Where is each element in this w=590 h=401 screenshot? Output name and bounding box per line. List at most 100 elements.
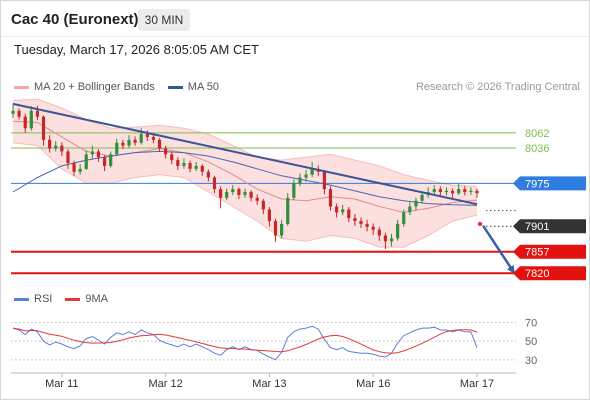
candle-body [267,209,272,222]
candle [371,223,375,235]
rsi-panel: 70 50 30 [11,318,537,367]
candle-body [469,190,473,193]
candle-body [249,192,253,198]
rsi-ma-swatch [65,297,81,301]
candle-body [255,197,259,201]
candle [54,141,58,152]
candle [273,218,278,242]
candle [249,190,253,202]
candle-body [334,206,339,213]
candle [206,169,210,182]
candle-body [383,235,388,242]
candle-body [96,151,101,158]
candle [261,198,265,215]
candle-body [365,223,369,227]
candle [237,187,241,199]
bollinger-band-fill [13,99,477,248]
candle [231,185,235,195]
candle-body [35,110,40,117]
candle-body [188,163,192,169]
candle-body [23,116,27,129]
candle [334,203,339,218]
time-axis: Mar 11 Mar 12 Mar 13 Mar 16 Mar 17 [11,372,516,390]
level-tag [513,219,586,234]
candle [176,157,180,170]
candle [157,138,162,152]
price-levels-layer [11,132,516,275]
level-tag-label: 7975 [525,178,549,190]
candle [389,233,394,247]
candle-body [72,163,76,172]
candle [127,135,131,148]
candle [200,164,204,176]
candle-body [261,200,265,210]
candle [322,169,326,195]
candle-body [450,190,455,194]
candle-body [414,200,418,207]
level-tag [513,176,586,191]
candle [298,173,302,187]
candle [188,160,192,173]
candle-body [200,165,204,172]
candle-body [84,154,88,169]
candle-body [359,221,363,224]
candle-body [444,190,449,193]
candle-body [194,165,198,169]
candle-body [121,142,125,146]
timeframe-badge[interactable]: 30 MIN [138,9,190,31]
bollinger-band-layer [12,98,478,248]
header-divider [1,36,589,37]
candle-body [396,223,400,239]
level-tag [513,244,586,259]
candle [402,209,406,227]
candle-body [389,238,394,242]
level-label: 8036 [525,143,549,155]
level-tag [513,266,586,281]
instrument-title: Cac 40 (Euronext) [11,11,139,28]
candle-body [115,142,119,155]
candle [444,187,449,196]
candle [182,158,186,169]
candle [170,151,174,165]
ma50-swatch [167,85,183,89]
candle-body [310,168,314,175]
candle [432,185,436,196]
candle [341,204,345,216]
candle-body [438,189,442,193]
candle-body [304,174,308,178]
candle [469,187,473,195]
candle-body [420,194,424,201]
ma20-bollinger-label: MA 20 + Bollinger Bands [34,81,155,93]
candle [133,136,137,146]
candle-body [353,218,357,222]
candle-body [133,139,137,143]
ma20-bollinger-swatch [14,85,29,89]
candle-body [341,209,345,213]
candle [164,145,168,159]
candle [109,151,113,168]
candle-body [298,177,302,184]
candle [280,219,284,239]
candle [286,193,290,226]
candle [365,219,369,232]
rsi-ma-label: 9MA [85,293,108,305]
ma50-line [12,150,478,206]
candle-body [182,163,186,166]
candle-body [280,223,284,236]
candle-body [286,197,290,224]
candle [115,138,119,157]
x-axis-tick-label: Mar 13 [252,378,286,390]
candles-layer [11,103,479,249]
candle [463,186,467,196]
candle [225,188,229,201]
candle-body [90,151,94,155]
candle [11,103,15,118]
candle-body [109,154,113,166]
candle [408,202,412,216]
resistance-trendline [12,102,478,206]
candle-body [237,189,241,195]
candle [438,186,442,197]
candle [304,169,308,182]
rsi-ma-line [12,327,478,354]
